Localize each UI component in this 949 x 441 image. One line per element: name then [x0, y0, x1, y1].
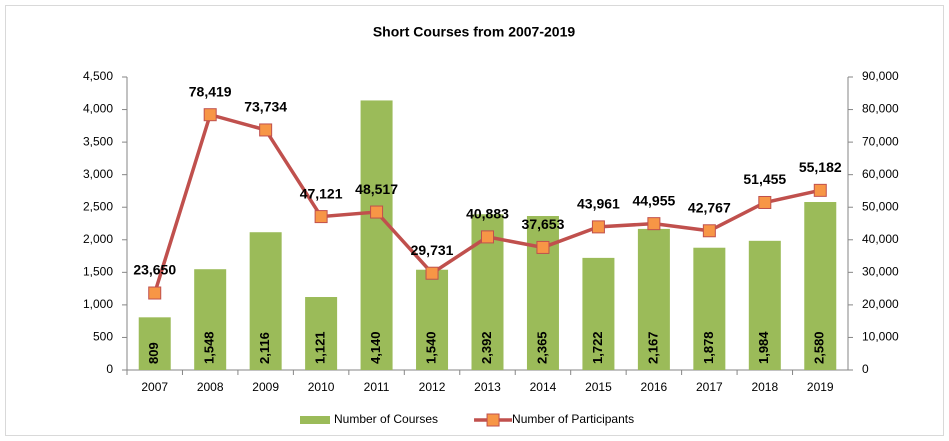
legend-swatch: [300, 416, 330, 424]
line-label: 78,419: [189, 83, 232, 99]
line-marker: [702, 224, 716, 238]
bar: [637, 228, 670, 370]
line-marker: [203, 108, 217, 122]
legend-label: Number of Courses: [334, 412, 438, 426]
y2-tick-label: 90,000: [862, 69, 899, 83]
line-marker: [370, 205, 384, 219]
bar-label: 2,580: [812, 331, 827, 364]
x-tick-label: 2016: [641, 380, 668, 394]
y-tick-label: 3,000: [83, 167, 113, 181]
line-marker: [148, 286, 162, 300]
line-label: 43,961: [577, 196, 620, 212]
line-marker: [259, 123, 273, 137]
line-label: 73,734: [244, 99, 287, 115]
bar-label: 2,392: [479, 331, 494, 364]
line-marker: [425, 266, 439, 280]
x-tick-label: 2012: [419, 380, 446, 394]
y2-tick-label: 10,000: [862, 330, 899, 344]
y-tick-label: 2,500: [83, 199, 113, 213]
bar: [693, 247, 726, 370]
bar: [582, 257, 615, 370]
line-marker: [813, 183, 827, 197]
y2-tick-label: 20,000: [862, 297, 899, 311]
line-label: 44,955: [632, 192, 675, 208]
x-tick-label: 2018: [751, 380, 778, 394]
bar: [804, 202, 837, 370]
line-label: 23,650: [133, 262, 176, 278]
line-label: 55,182: [799, 159, 842, 175]
y2-tick-label: 80,000: [862, 102, 899, 116]
y-tick-label: 1,500: [83, 265, 113, 279]
bar-label: 2,116: [257, 332, 272, 364]
bar-label: 1,121: [313, 331, 328, 364]
line-label: 48,517: [355, 181, 398, 197]
x-tick-label: 2007: [141, 380, 168, 394]
bar-label: 1,540: [423, 331, 438, 364]
y2-tick-label: 70,000: [862, 134, 899, 148]
x-tick-label: 2010: [308, 380, 335, 394]
bar-label: 809: [146, 342, 161, 364]
bar: [748, 240, 781, 370]
x-tick-label: 2008: [197, 380, 224, 394]
bar-label: 2,365: [534, 331, 549, 364]
x-tick-label: 2011: [364, 380, 390, 394]
y2-tick-label: 30,000: [862, 265, 899, 279]
bar: [249, 232, 282, 370]
y2-tick-label: 0: [862, 362, 869, 376]
line-marker: [536, 240, 550, 254]
x-tick-label: 2017: [696, 380, 723, 394]
y2-tick-label: 40,000: [862, 232, 899, 246]
y-tick-label: 0: [106, 362, 113, 376]
bar-label: 4,140: [368, 331, 383, 364]
line-label: 51,455: [743, 171, 786, 187]
line-marker: [647, 217, 661, 231]
bar: [360, 100, 393, 370]
y-tick-label: 3,500: [83, 134, 113, 148]
line-marker: [481, 230, 494, 244]
line-marker: [591, 220, 605, 234]
chart-title: Short Courses from 2007-2019: [373, 24, 576, 40]
x-tick-label: 2014: [530, 380, 557, 394]
bar-label: 1,984: [756, 331, 771, 364]
line-marker: [314, 210, 328, 224]
bar: [305, 297, 338, 370]
y-tick-label: 2,000: [83, 232, 113, 246]
y2-tick-label: 60,000: [862, 167, 899, 181]
legend-marker: [486, 413, 500, 427]
y-tick-label: 4,000: [83, 102, 113, 116]
x-tick-label: 2009: [252, 380, 279, 394]
y-tick-label: 500: [93, 330, 113, 344]
y-tick-label: 1,000: [83, 297, 113, 311]
bar-label: 1,548: [202, 331, 217, 364]
bar-label: 2,167: [645, 331, 660, 364]
line-marker: [758, 195, 772, 209]
bar: [138, 317, 171, 370]
y2-tick-label: 50,000: [862, 199, 899, 213]
bar-label: 1,878: [701, 331, 716, 364]
line-label: 42,767: [688, 199, 731, 215]
x-tick-label: 2015: [585, 380, 612, 394]
y-tick-label: 4,500: [83, 69, 113, 83]
bar-label: 1,722: [590, 331, 605, 364]
x-tick-label: 2019: [807, 380, 834, 394]
line-label: 40,883: [466, 206, 509, 222]
bar: [416, 269, 449, 370]
line-label: 29,731: [411, 242, 454, 258]
legend-label: Number of Participants: [512, 412, 634, 426]
x-tick-label: 2013: [474, 380, 501, 394]
bar: [194, 269, 227, 370]
line-label: 37,653: [522, 216, 565, 232]
line-label: 47,121: [300, 185, 343, 201]
